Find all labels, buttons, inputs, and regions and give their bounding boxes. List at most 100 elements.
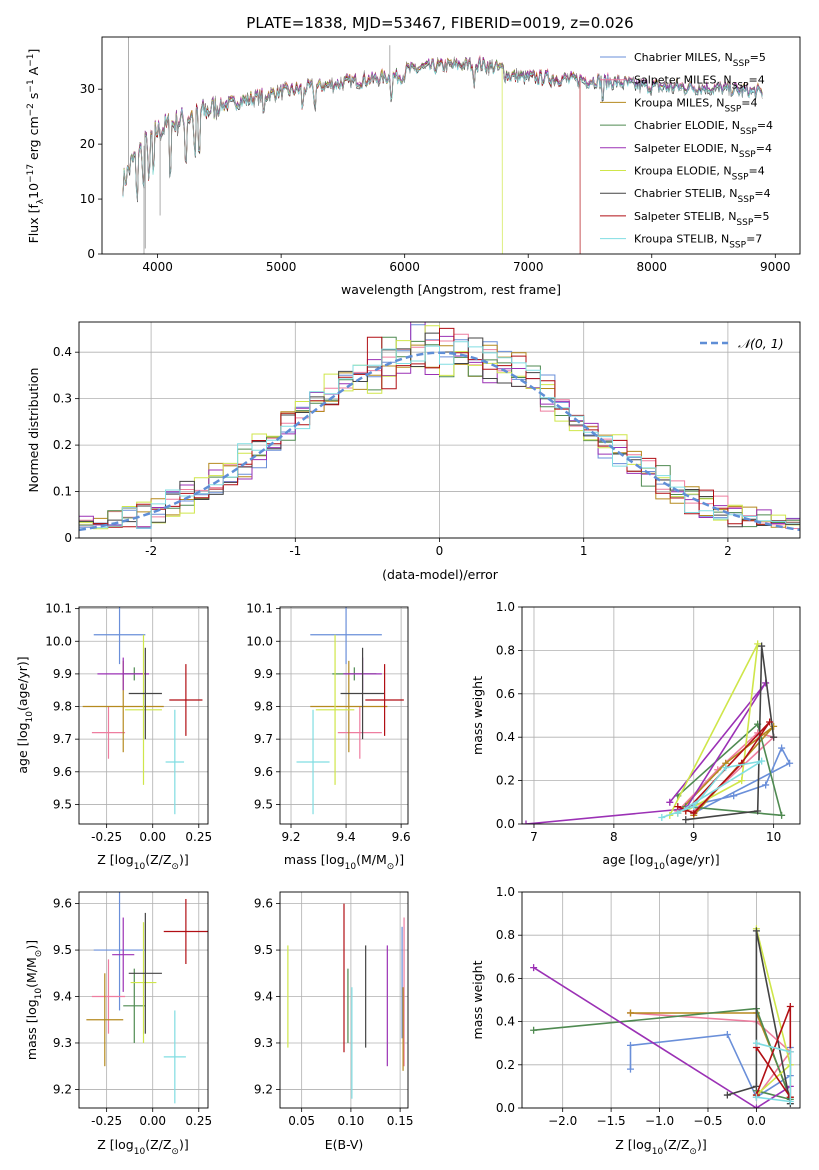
x-tick-label: 4000 bbox=[142, 260, 173, 274]
weight-marker bbox=[730, 792, 738, 800]
y-tick-label: 0 bbox=[87, 247, 95, 261]
y-tick-label: 9.2 bbox=[254, 1082, 273, 1096]
weight-marker bbox=[778, 744, 786, 752]
errorbar-point bbox=[163, 898, 208, 964]
weight-marker bbox=[738, 759, 746, 767]
weight-marker bbox=[786, 1098, 794, 1106]
weight-marker bbox=[752, 927, 760, 935]
axes-frame bbox=[521, 606, 801, 825]
legend-entry: Chabrier MILES, NSSP=5 bbox=[634, 51, 766, 69]
x-tick-label: 6000 bbox=[389, 260, 420, 274]
y-tick-label: 10.0 bbox=[246, 634, 273, 648]
y-axis-label: age [log10(age/yr)] bbox=[15, 656, 35, 773]
y-tick-label: 0.3 bbox=[53, 392, 72, 406]
y-tick-label: 9.3 bbox=[53, 1036, 72, 1050]
legend-entry: Salpeter STELIB, NSSP=5 bbox=[634, 210, 770, 228]
weight-marker bbox=[522, 820, 530, 824]
y-tick-label: 0.4 bbox=[53, 345, 72, 359]
errorbar-point bbox=[97, 657, 150, 691]
axes-frame bbox=[78, 321, 801, 539]
y-axis-label: mass weight bbox=[470, 676, 485, 755]
weight-marker bbox=[770, 733, 778, 741]
weight-line bbox=[669, 643, 759, 816]
errorbar-point bbox=[310, 607, 382, 665]
histogram-xlabel: (data-model)/error bbox=[382, 567, 499, 582]
x-tick-label: 9.4 bbox=[337, 830, 356, 844]
errorbar-point bbox=[310, 660, 388, 753]
weight-marker bbox=[658, 813, 666, 821]
weight-marker bbox=[682, 816, 690, 824]
weight-marker bbox=[738, 777, 746, 785]
weight-series bbox=[674, 718, 774, 817]
y-tick-label: 0.8 bbox=[496, 928, 515, 942]
errorbar-point bbox=[93, 607, 146, 665]
x-axis-label: age [log10(age/yr)] bbox=[602, 852, 719, 872]
x-tick-label: 1 bbox=[580, 544, 588, 558]
weight-marker bbox=[752, 1104, 760, 1108]
axes-frame bbox=[78, 891, 209, 1109]
weight-line bbox=[525, 682, 767, 824]
histogram-step bbox=[79, 341, 800, 529]
errorbar-point bbox=[165, 709, 185, 815]
errorbar-point bbox=[86, 973, 124, 1067]
weight-marker bbox=[786, 1002, 794, 1010]
weight-marker bbox=[754, 640, 762, 648]
errorbar-point bbox=[163, 1010, 186, 1104]
weight-marker bbox=[766, 718, 774, 726]
errorbar-point bbox=[365, 664, 404, 736]
errorbar-point bbox=[315, 634, 355, 785]
x-tick-label: 8000 bbox=[636, 260, 667, 274]
y-tick-label: 9.8 bbox=[53, 700, 72, 714]
weight-marker bbox=[626, 1009, 634, 1017]
x-tick-label: -0.25 bbox=[91, 1114, 122, 1128]
weight-marker bbox=[770, 722, 778, 730]
x-tick-label: 2 bbox=[724, 544, 732, 558]
x-tick-label: 8 bbox=[610, 830, 618, 844]
x-tick-label: 0.15 bbox=[387, 1114, 414, 1128]
axes-age-vs-mass: 9.2 9.4 9.6 9.5 9.6 9.7 9.8 9.9 10.0 10.1 mass [lo… bbox=[246, 602, 410, 872]
axes-frame bbox=[78, 606, 209, 825]
weight-marker bbox=[674, 809, 682, 817]
y-tick-label: 10 bbox=[80, 192, 95, 206]
x-tick-label: 0.00 bbox=[139, 1114, 166, 1128]
x-tick-label: −1.5 bbox=[597, 1114, 626, 1128]
weight-marker bbox=[626, 1041, 634, 1049]
histogram-legend-entry: 𝒩(0, 1) bbox=[738, 336, 784, 351]
spectrum-data-line bbox=[122, 56, 763, 202]
x-tick-label: 0.00 bbox=[139, 830, 166, 844]
y-tick-label: 9.9 bbox=[254, 667, 273, 681]
legend-entry: Salpeter ELODIE, NSSP=4 bbox=[634, 142, 772, 160]
spectrum-legend: Chabrier MILES, NSSP=5 Salpeter MILES, NS… bbox=[600, 51, 773, 251]
x-tick-label: 0.10 bbox=[338, 1114, 365, 1128]
plot-area-mass-vs-Z bbox=[86, 892, 208, 1104]
x-tick-label: -2 bbox=[145, 544, 157, 558]
plot-area-mass-vs-EBV bbox=[287, 903, 405, 1099]
x-tick-label: 0.25 bbox=[185, 1114, 212, 1128]
weight-line bbox=[685, 645, 775, 821]
y-tick-label: 0.2 bbox=[496, 1058, 515, 1072]
weight-marker bbox=[758, 642, 766, 650]
weight-line bbox=[630, 1012, 792, 1098]
weight-marker bbox=[752, 1082, 760, 1090]
weight-line bbox=[685, 746, 791, 814]
x-tick-label: 7000 bbox=[513, 260, 544, 274]
spectrum-ylabel: Flux [fλ10−17 erg cm−2 s−1 A−1] bbox=[26, 49, 46, 244]
y-tick-label: 9.2 bbox=[53, 1082, 72, 1096]
x-tick-label: 0.25 bbox=[185, 830, 212, 844]
x-axis-label: Z [log10(Z/Z⊙)] bbox=[97, 1137, 188, 1157]
errorbar-point bbox=[93, 892, 146, 1011]
figure-title: PLATE=1838, MJD=53467, FIBERID=0019, z=0… bbox=[246, 14, 633, 32]
x-tick-label: 5000 bbox=[266, 260, 297, 274]
axes-weight-vs-Z: −2.0 −1.5 −1.0 −0.5 0.0 0.0 0.2 0.4 0.6 0.8 1.0 Z [… bbox=[470, 885, 801, 1157]
errorbar-point bbox=[91, 959, 126, 1034]
x-tick-label: 7 bbox=[530, 830, 538, 844]
y-tick-label: 9.8 bbox=[254, 700, 273, 714]
weight-series bbox=[682, 744, 794, 817]
x-tick-label: 0.0 bbox=[747, 1114, 766, 1128]
plot-area-weight-vs-age bbox=[522, 640, 794, 824]
legend-entry: Chabrier ELODIE, NSSP=4 bbox=[634, 119, 773, 137]
y-tick-label: 9.4 bbox=[53, 990, 72, 1004]
weight-marker bbox=[752, 1039, 760, 1047]
x-tick-label: −2.0 bbox=[548, 1114, 577, 1128]
